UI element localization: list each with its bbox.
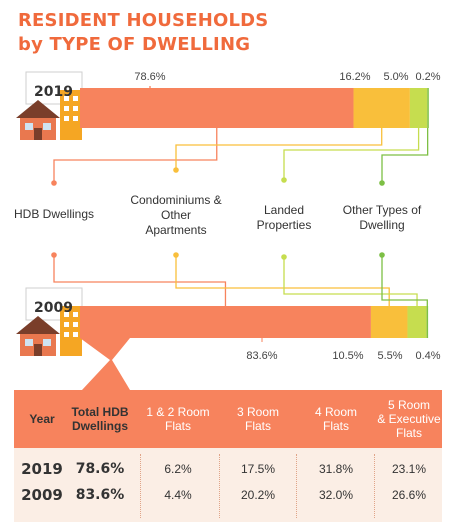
- year-label-2009: 2009: [34, 300, 73, 316]
- table-cell: 78.6%: [75, 461, 125, 477]
- table-header-3: 3 Room Flats: [236, 405, 280, 433]
- table-row: 2019 78.6% 6.2% 17.5% 31.8% 23.1%: [14, 456, 442, 482]
- column-separator: [374, 454, 376, 518]
- column-separator: [140, 454, 142, 518]
- year-label-2019: 2019: [34, 84, 73, 100]
- bar-2009-2: [407, 306, 427, 338]
- table-header-4: 4 Room Flats: [314, 405, 358, 433]
- value-label-2019-3: 0.2%: [415, 71, 440, 83]
- value-label-2009-3: 0.4%: [415, 350, 440, 362]
- bar-2019-3: [427, 88, 429, 128]
- hdb-breakdown-table: Year Total HDB Dwellings 1 & 2 Room Flats 3 R…: [14, 390, 442, 522]
- value-label-2009-1: 10.5%: [332, 350, 363, 362]
- table-header: Year Total HDB Dwellings 1 & 2 Room Flats 3 R…: [14, 390, 442, 448]
- table-cell: 2019: [21, 460, 63, 478]
- bar-2019-1: [353, 88, 410, 128]
- table-cell: 17.5%: [240, 462, 276, 476]
- table-cell: 20.2%: [240, 488, 276, 502]
- title-line-1: RESIDENT HOUSEHOLDS: [18, 10, 269, 31]
- column-separator: [296, 454, 298, 518]
- house-icon: [16, 71, 83, 140]
- table-header-1: Total HDB Dwellings: [71, 405, 129, 433]
- table-row: 2009 83.6% 4.4% 20.2% 32.0% 26.6%: [14, 482, 442, 508]
- table-cell: 23.1%: [391, 462, 427, 476]
- table-cell: 4.4%: [164, 488, 192, 502]
- bar-2009-3: [426, 306, 429, 338]
- legend-3: Other Types of Dwelling: [343, 203, 422, 232]
- table-cell: 31.8%: [318, 462, 354, 476]
- column-separator: [219, 454, 221, 518]
- value-label-2019-0: 78.6%: [134, 71, 165, 83]
- value-label-2009-0: 83.6%: [246, 350, 277, 362]
- legend-0: HDB Dwellings: [14, 207, 94, 221]
- table-cell: 32.0%: [318, 488, 354, 502]
- title-line-2: by TYPE OF DWELLING: [18, 34, 251, 55]
- bar-2019-2: [409, 88, 428, 128]
- funnel-connector: [80, 338, 130, 390]
- table-cell: 2009: [21, 486, 63, 504]
- table-header-0: Year: [29, 412, 55, 426]
- bar-2019-0: [80, 88, 354, 128]
- table-header-2: 1 & 2 Room Flats: [146, 405, 210, 433]
- stacked-bar-chart: 78.6% 16.2% 5.0% 0.2% 83.6% 10.5% 5.5% 0.4% HDB…: [14, 71, 441, 390]
- value-label-2009-2: 5.5%: [377, 350, 402, 362]
- table-cell: 6.2%: [164, 462, 192, 476]
- bar-2009-1: [370, 306, 408, 338]
- value-label-2019-2: 5.0%: [383, 71, 408, 83]
- table-header-5: 5 Room & Executive Flats: [377, 398, 441, 440]
- table-cell: 26.6%: [391, 488, 427, 502]
- bar-2009-0: [80, 306, 371, 338]
- value-label-2019-1: 16.2%: [339, 71, 370, 83]
- house-icon: [16, 287, 83, 356]
- table-cell: 83.6%: [75, 487, 125, 503]
- legend-1: Condominiums & Other Apartments: [130, 193, 221, 237]
- legend-2: Landed Properties: [257, 203, 312, 232]
